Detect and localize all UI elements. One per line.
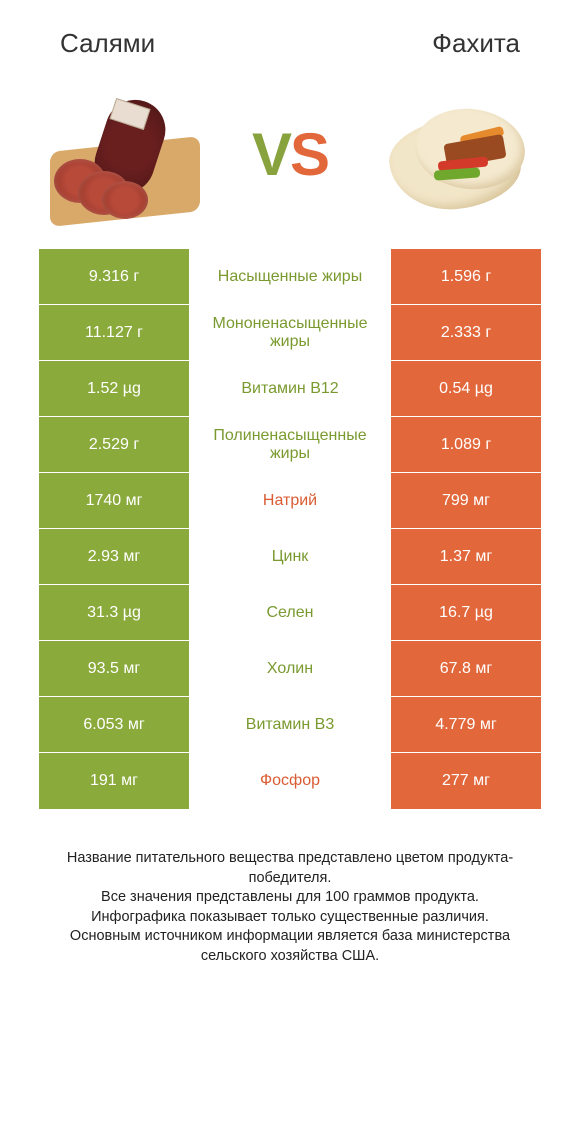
table-row: 1.52 µgВитамин B120.54 µg	[39, 361, 541, 417]
table-row: 11.127 гМононенасыщенные жиры2.333 г	[39, 305, 541, 361]
right-food-title: Фахита	[432, 28, 520, 59]
nutrient-label: Витамин B12	[189, 361, 391, 417]
comparison-table: 9.316 гНасыщенные жиры1.596 г11.127 гМон…	[39, 249, 541, 809]
footnote-line: Название питательного вещества представл…	[67, 850, 513, 886]
fajita-illustration	[370, 89, 540, 219]
right-value: 0.54 µg	[391, 361, 541, 417]
left-value: 2.93 мг	[39, 529, 189, 585]
left-value: 11.127 г	[39, 305, 189, 361]
table-row: 93.5 мгХолин67.8 мг	[39, 641, 541, 697]
right-value: 1.37 мг	[391, 529, 541, 585]
right-value: 1.596 г	[391, 249, 541, 305]
left-value: 31.3 µg	[39, 585, 189, 641]
nutrient-label: Селен	[189, 585, 391, 641]
right-value: 2.333 г	[391, 305, 541, 361]
footnote: Название питательного вещества представл…	[40, 849, 540, 966]
footnote-line: Все значения представлены для 100 граммо…	[101, 889, 479, 905]
footnote-line: Инфографика показывает только существенн…	[91, 909, 489, 925]
vs-v: V	[252, 121, 290, 188]
table-row: 31.3 µgСелен16.7 µg	[39, 585, 541, 641]
salami-illustration	[40, 89, 210, 219]
right-value: 16.7 µg	[391, 585, 541, 641]
right-value: 67.8 мг	[391, 641, 541, 697]
table-row: 2.529 гПолиненасыщенные жиры1.089 г	[39, 417, 541, 473]
table-row: 191 мгФосфор277 мг	[39, 753, 541, 809]
footnote-line: Основным источником информации является …	[70, 928, 510, 964]
nutrient-label: Цинк	[189, 529, 391, 585]
left-value: 1740 мг	[39, 473, 189, 529]
header: Салями Фахита	[0, 0, 580, 59]
left-value: 9.316 г	[39, 249, 189, 305]
left-value: 6.053 мг	[39, 697, 189, 753]
vs-label: VS	[252, 120, 328, 189]
right-value: 277 мг	[391, 753, 541, 809]
table-row: 9.316 гНасыщенные жиры1.596 г	[39, 249, 541, 305]
hero-row: VS	[0, 59, 580, 249]
left-value: 93.5 мг	[39, 641, 189, 697]
nutrient-label: Холин	[189, 641, 391, 697]
left-value: 1.52 µg	[39, 361, 189, 417]
nutrient-label: Натрий	[189, 473, 391, 529]
nutrient-label: Мононенасыщенные жиры	[189, 305, 391, 361]
vs-s: S	[290, 121, 328, 188]
nutrient-label: Насыщенные жиры	[189, 249, 391, 305]
nutrient-label: Полиненасыщенные жиры	[189, 417, 391, 473]
nutrient-label: Фосфор	[189, 753, 391, 809]
nutrient-label: Витамин B3	[189, 697, 391, 753]
right-value: 1.089 г	[391, 417, 541, 473]
table-row: 6.053 мгВитамин B34.779 мг	[39, 697, 541, 753]
right-value: 799 мг	[391, 473, 541, 529]
left-value: 2.529 г	[39, 417, 189, 473]
left-food-title: Салями	[60, 28, 155, 59]
table-row: 1740 мгНатрий799 мг	[39, 473, 541, 529]
right-value: 4.779 мг	[391, 697, 541, 753]
left-value: 191 мг	[39, 753, 189, 809]
table-row: 2.93 мгЦинк1.37 мг	[39, 529, 541, 585]
